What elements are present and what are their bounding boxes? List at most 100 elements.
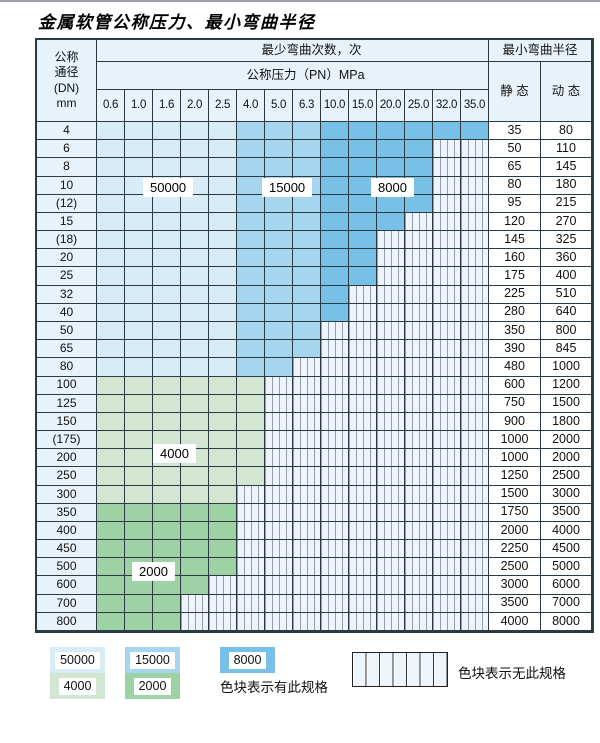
no-spec-cell <box>321 340 349 359</box>
static-cell: 4000 <box>489 612 541 631</box>
no-spec-cell <box>461 612 489 631</box>
cycle-cell <box>349 140 377 159</box>
cycle-cell <box>293 158 321 177</box>
no-spec-cell <box>321 321 349 341</box>
cycle-cell <box>97 122 125 141</box>
no-spec-cell <box>265 376 293 395</box>
no-spec-cell <box>321 412 349 432</box>
cycle-cell <box>153 467 181 486</box>
spec-table: 公称 通径 (DN) mm 最少弯曲次数，次 最小弯曲半径 公称压力（PN）MP… <box>35 38 594 633</box>
pressure-col-header: 5.0 <box>265 90 293 122</box>
cycle-cell <box>125 321 153 341</box>
cycle-cell <box>321 158 349 177</box>
cycle-cell <box>237 449 265 468</box>
cycle-cell <box>97 376 125 395</box>
no-spec-cell <box>461 503 489 522</box>
cycle-cell <box>209 194 237 213</box>
no-spec-cell <box>293 521 321 541</box>
no-spec-cell <box>433 140 461 159</box>
no-spec-cell <box>405 303 433 322</box>
cycle-cell <box>125 612 153 631</box>
cycle-cell <box>237 376 265 395</box>
cycle-cell <box>293 285 321 304</box>
cycle-cell <box>153 412 181 432</box>
cycle-cell <box>265 212 293 232</box>
cycle-cell <box>265 249 293 268</box>
no-spec-cell <box>377 540 405 559</box>
no-spec-cell <box>405 376 433 395</box>
no-spec-cell <box>433 576 461 595</box>
cycle-cell <box>153 303 181 322</box>
cycle-cell <box>153 194 181 213</box>
cycle-cell <box>265 194 293 213</box>
cycle-cell <box>237 176 265 195</box>
cycle-cell <box>153 340 181 359</box>
no-spec-cell <box>461 412 489 432</box>
dn-cell: 6 <box>37 140 97 159</box>
static-cell: 35 <box>489 122 541 141</box>
no-spec-cell <box>433 467 461 486</box>
cycle-cell <box>293 122 321 141</box>
cycle-cell <box>97 358 125 377</box>
cycles-annotation-label: 2000 <box>132 562 175 581</box>
no-spec-cell <box>293 412 321 432</box>
no-spec-cell <box>321 358 349 377</box>
no-spec-cell <box>405 267 433 286</box>
cycle-cell <box>265 158 293 177</box>
cycle-cell <box>209 521 237 541</box>
cycle-cell <box>209 412 237 432</box>
cycle-cell <box>209 503 237 522</box>
dynamic-cell: 80 <box>541 122 592 141</box>
legend-swatch-label: 8000 <box>228 651 267 669</box>
cycle-cell <box>209 558 237 577</box>
no-spec-cell <box>349 321 377 341</box>
top-rule <box>0 0 600 2</box>
no-spec-cell <box>265 485 293 504</box>
pressure-col-header: 1.0 <box>125 90 153 122</box>
cycle-cell <box>125 212 153 232</box>
no-spec-cell <box>349 340 377 359</box>
cycle-cell <box>153 594 181 613</box>
dn-cell: (175) <box>37 431 97 450</box>
static-cell: 2500 <box>489 558 541 577</box>
no-spec-cell <box>461 340 489 359</box>
pressure-header: 公称压力（PN）MPa <box>97 62 489 90</box>
dynamic-cell: 1800 <box>541 412 592 432</box>
dynamic-cell: 145 <box>541 158 592 177</box>
no-spec-cell <box>405 576 433 595</box>
cycle-cell <box>321 212 349 232</box>
no-spec-cell <box>433 194 461 213</box>
no-spec-cell <box>405 558 433 577</box>
dynamic-cell: 640 <box>541 303 592 322</box>
static-cell: 750 <box>489 394 541 413</box>
no-spec-cell <box>461 540 489 559</box>
cycle-cell <box>181 140 209 159</box>
no-spec-cell <box>405 394 433 413</box>
cycle-cell <box>181 249 209 268</box>
no-spec-cell <box>293 576 321 595</box>
legend-absent-text: 色块表示无此规格 <box>458 666 566 681</box>
dynamic-cell: 8000 <box>541 612 592 631</box>
cycle-cell <box>349 249 377 268</box>
cycle-cell <box>125 140 153 159</box>
cycle-cell <box>97 521 125 541</box>
no-spec-cell <box>433 340 461 359</box>
cycle-cell <box>265 140 293 159</box>
dynamic-cell: 270 <box>541 212 592 232</box>
dn-cell: 600 <box>37 576 97 595</box>
cycle-cell <box>209 321 237 341</box>
legend-present-text: 色块表示有此规格 <box>220 680 328 695</box>
legend-absent-swatch <box>352 652 448 687</box>
cycle-cell <box>321 194 349 213</box>
no-spec-cell <box>321 431 349 450</box>
cycle-cell <box>125 412 153 432</box>
no-spec-cell <box>349 558 377 577</box>
cycle-cell <box>97 412 125 432</box>
cycle-cell <box>209 267 237 286</box>
dn-cell: 8 <box>37 158 97 177</box>
cycle-cell <box>237 340 265 359</box>
cycle-cell <box>125 231 153 250</box>
cycle-cell <box>125 249 153 268</box>
cycle-cell <box>405 140 433 159</box>
no-spec-cell <box>405 467 433 486</box>
